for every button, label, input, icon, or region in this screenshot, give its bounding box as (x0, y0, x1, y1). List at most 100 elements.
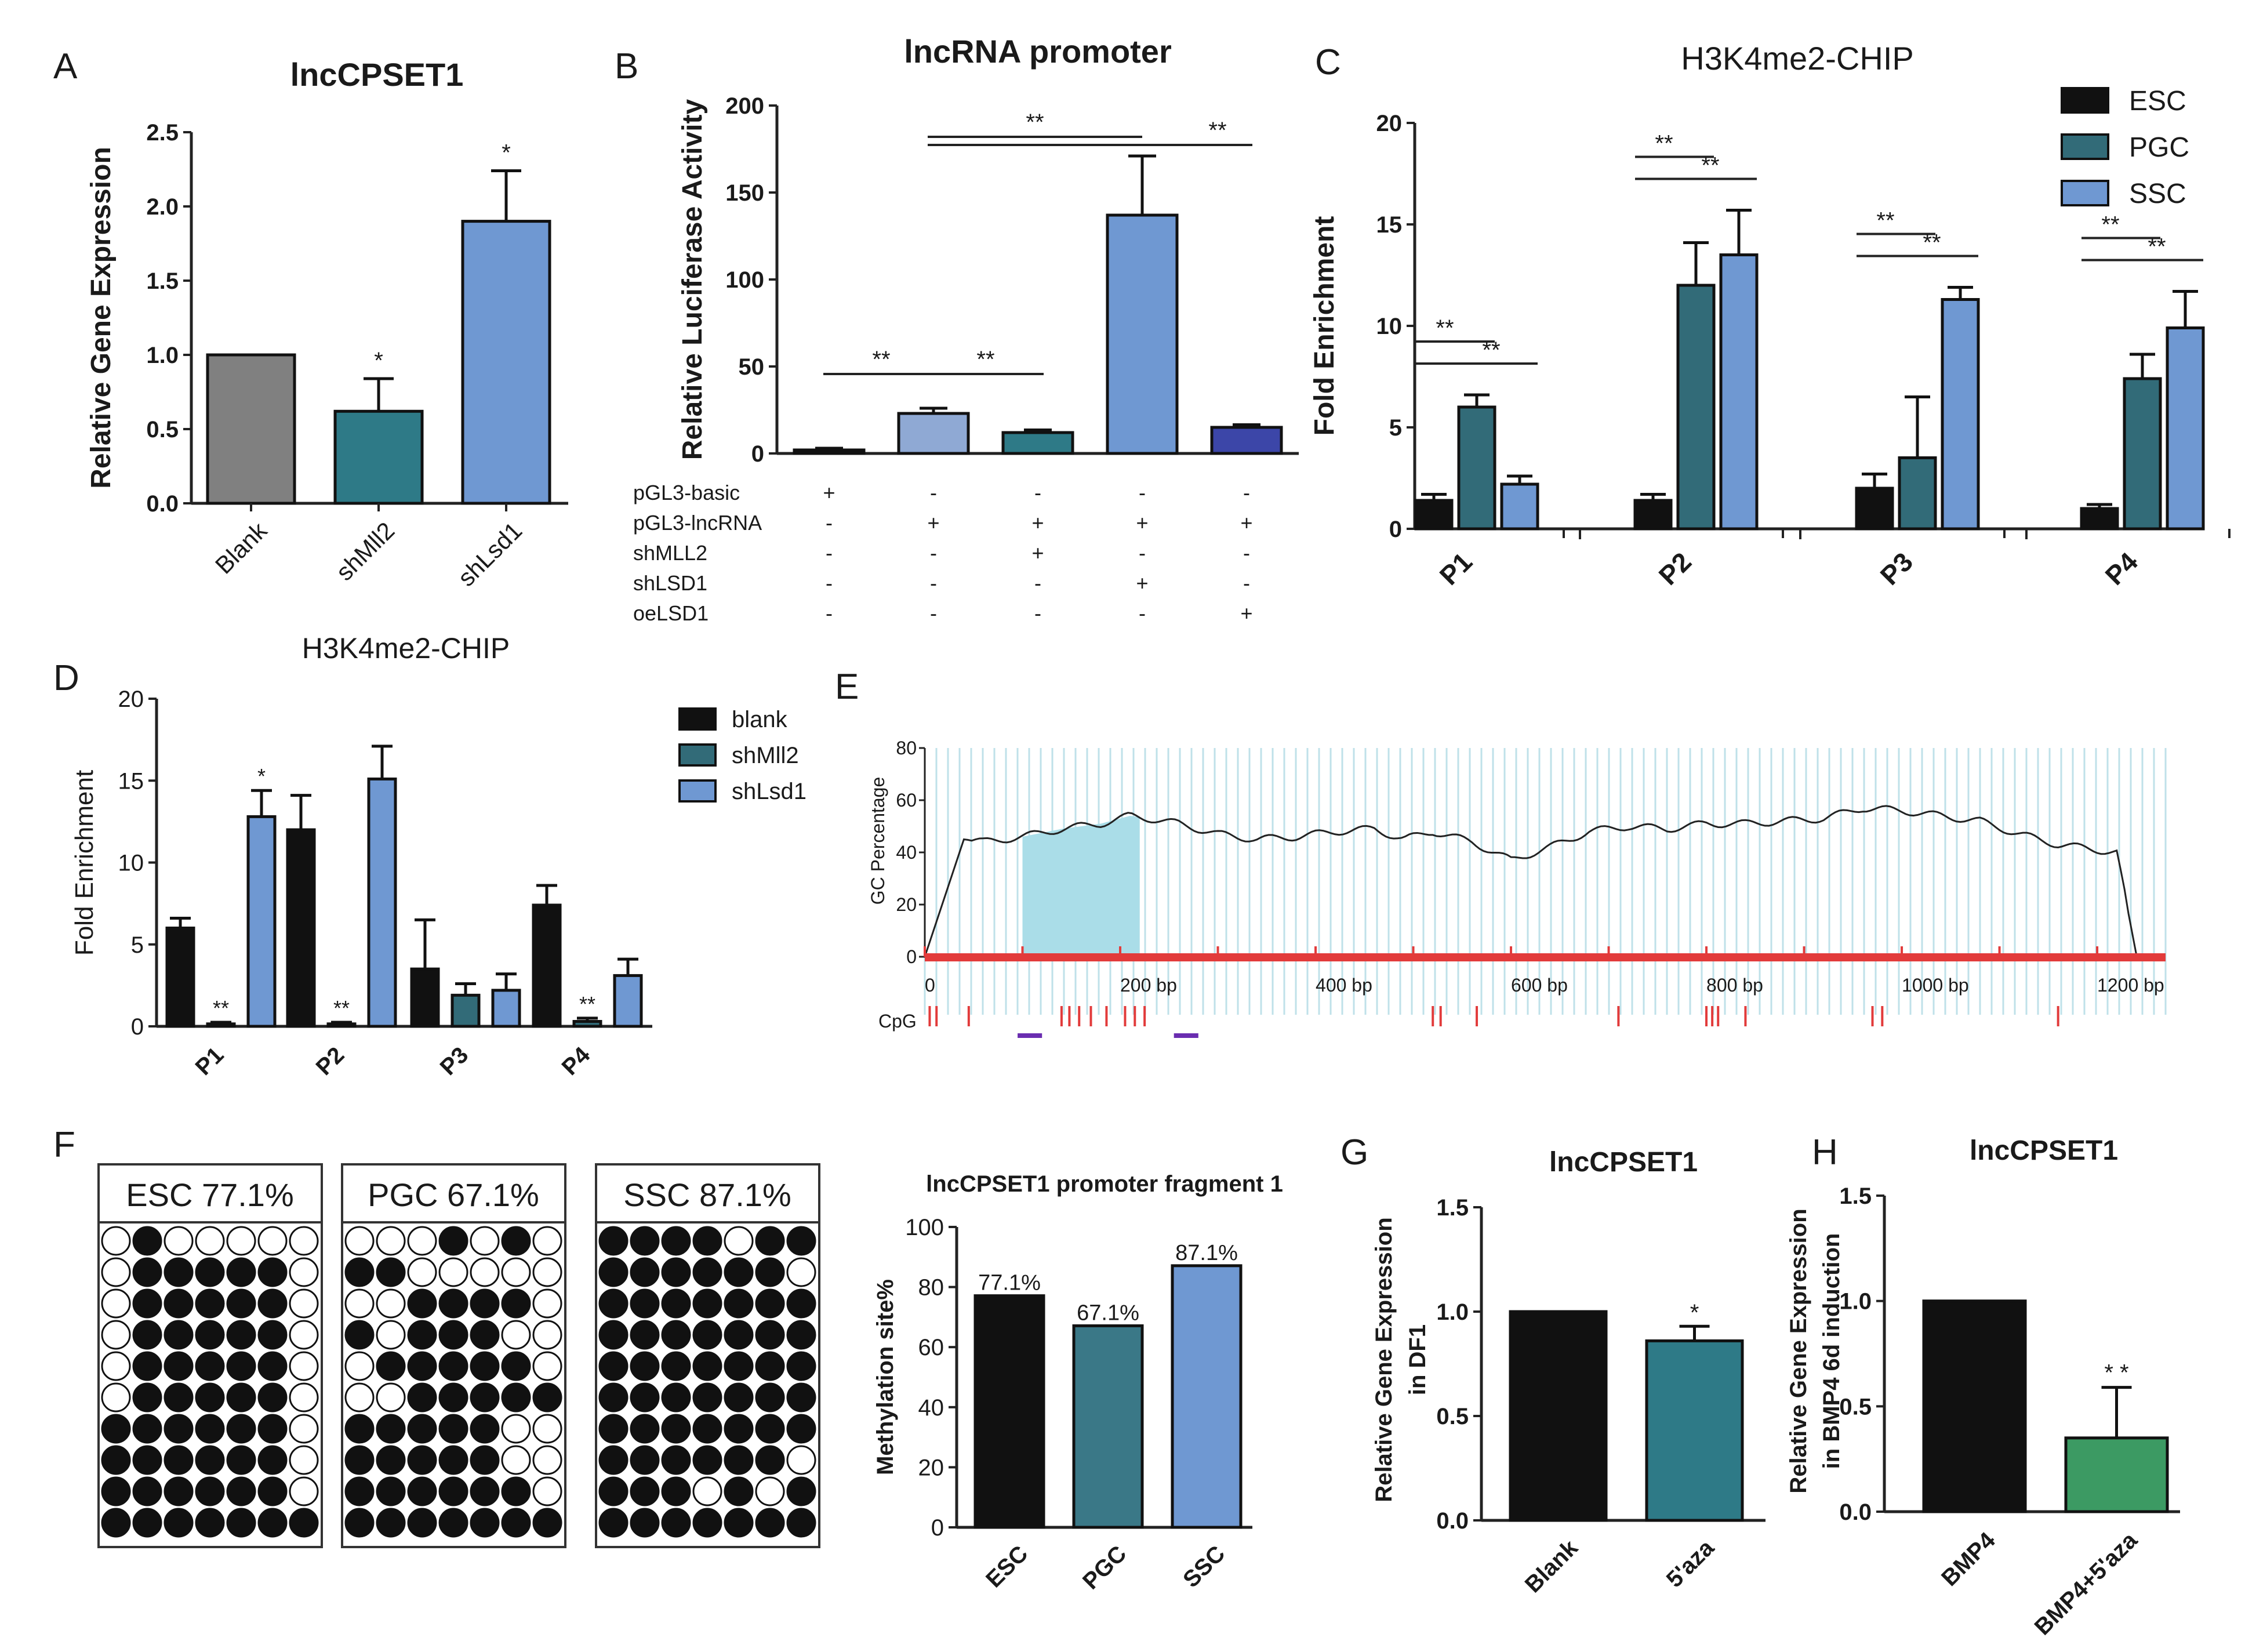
methylated-site (438, 1320, 468, 1350)
panel-d-bar-p1-blank (165, 927, 195, 1028)
methylated-site (164, 1257, 194, 1287)
unmethylated-site (289, 1414, 319, 1444)
panel-b-row-mark: + (1031, 511, 1044, 535)
panel-a-bar-shmll2 (333, 409, 424, 505)
methylated-site (724, 1382, 754, 1413)
unmethylated-site (289, 1382, 319, 1413)
panel-g-title: lncCPSET1 (1549, 1147, 1698, 1178)
methylated-site (501, 1351, 531, 1381)
unmethylated-site (501, 1257, 531, 1287)
panel-f-grid-label: ESC 77.1% (126, 1177, 294, 1213)
panel-c-y-tick-label: 0 (1389, 517, 1402, 542)
unmethylated-site (532, 1320, 562, 1350)
methylated-site (786, 1508, 816, 1538)
panel-h-bar-0 (1922, 1299, 2027, 1513)
methylated-site (630, 1351, 660, 1381)
methylated-site (692, 1445, 722, 1475)
methylated-site (532, 1382, 562, 1413)
panel-a-bar-shlsd1 (461, 220, 551, 505)
panel-c-bracket-label: ** (2148, 234, 2166, 260)
panel-f-bar-ssc (1171, 1264, 1243, 1529)
panel-c-bracket-label: ** (1923, 230, 1941, 256)
methylated-site (376, 1445, 406, 1475)
unmethylated-site (344, 1226, 375, 1256)
unmethylated-site (786, 1257, 816, 1287)
panel-c-y-tick-label: 20 (1376, 111, 1403, 136)
panel-c-legend-label: SSC (2129, 179, 2186, 209)
panel-e-x-tick-label: 600 bp (1511, 975, 1568, 996)
panel-c-legend-swatch (2061, 133, 2109, 160)
panel-b-row-mark: - (930, 481, 937, 504)
panel-d-legend-swatch (678, 779, 717, 803)
panel-e-island-shade (1022, 816, 1140, 957)
methylated-site (438, 1476, 468, 1506)
methylated-site (195, 1351, 225, 1381)
panel-b-y-tick-label: 150 (725, 180, 764, 206)
panel-b-row-mark: - (1243, 571, 1250, 595)
methylated-site (407, 1351, 437, 1381)
methylated-site (438, 1382, 468, 1413)
panel-d-legend-swatch (678, 743, 717, 767)
methylated-site (724, 1257, 754, 1287)
methylated-site (101, 1414, 131, 1444)
methylated-site (438, 1445, 468, 1475)
methylated-site (786, 1320, 816, 1350)
methylated-site (376, 1351, 406, 1381)
unmethylated-site (755, 1476, 785, 1506)
panel-b-y-tick-label: 50 (739, 354, 765, 380)
panel-d-bar-p3-shlsd1 (491, 989, 521, 1028)
panel-a-y-tick-label: 1.5 (146, 268, 179, 294)
panel-e-x-tick-label: 1200 bp (2097, 975, 2164, 996)
methylated-site (692, 1320, 722, 1350)
panel-b-bar-1 (897, 412, 970, 455)
panel-f-y-tick-label: 80 (918, 1275, 945, 1301)
methylated-site (470, 1414, 500, 1444)
panel-b-y-tick-label: 100 (725, 267, 764, 293)
panel-c-x-label: P1 (1434, 546, 1478, 591)
panel-b-row-mark: - (1034, 601, 1041, 625)
methylated-site (786, 1476, 816, 1506)
unmethylated-site (376, 1288, 406, 1319)
panel-d-y-tick-label: 20 (118, 687, 144, 712)
methylated-site (164, 1508, 194, 1538)
unmethylated-site (501, 1414, 531, 1444)
panel-d-significance: ** (213, 996, 229, 1020)
panel-c-chart: H3K4me2-CHIP Fold Enrichment 0 5 10 15 20 P1 ** *… (1309, 40, 2231, 591)
panel-d-y-tick-label: 15 (118, 768, 144, 794)
methylated-site (630, 1414, 660, 1444)
unmethylated-site (724, 1226, 754, 1256)
methylated-site (755, 1320, 785, 1350)
methylated-site (661, 1226, 691, 1256)
panel-e-gc-curve (924, 805, 2164, 957)
panel-c-bracket-label: ** (1701, 153, 1719, 179)
panel-b-row-label: pGL3-basic (633, 481, 740, 504)
panel-g-x-label: Blank (1520, 1535, 1583, 1598)
unmethylated-site (226, 1226, 256, 1256)
panel-a-bar-blank (206, 353, 296, 505)
panel-c-legend-swatch (2061, 180, 2109, 206)
methylated-site (195, 1445, 225, 1475)
panel-e-chart: 0 20 40 60 80 GC Percentage 0 200 bp 400 bp 600 b… (867, 738, 2167, 1038)
panel-c-bar-p1-ssc (1500, 482, 1539, 531)
panel-b-bracket-label: ** (1026, 110, 1044, 135)
panel-d-legend-swatch (678, 707, 717, 731)
panel-b-bar-2 (1001, 431, 1074, 455)
panel-letter-d: D (53, 658, 79, 698)
panel-e-y-tick-label: 20 (896, 894, 917, 915)
panel-c-bar-p3-pgc (1898, 456, 1937, 531)
methylated-site (724, 1320, 754, 1350)
panel-c-bar-p1-esc (1414, 499, 1454, 531)
panel-letter-e: E (835, 667, 859, 707)
panel-g-y-title-2: in DF1 (1405, 1324, 1430, 1395)
panel-f-y-tick-label: 20 (918, 1455, 945, 1480)
panel-b-row-mark: - (1034, 481, 1041, 504)
panel-a-title: lncCPSET1 (290, 56, 464, 93)
panel-d-legend-label: shMll2 (732, 743, 799, 768)
unmethylated-site (344, 1382, 375, 1413)
panel-b-row-mark: - (826, 541, 833, 565)
unmethylated-site (470, 1226, 500, 1256)
panel-e-cpg-island-bar (1018, 1033, 1042, 1038)
methylated-site (786, 1288, 816, 1319)
